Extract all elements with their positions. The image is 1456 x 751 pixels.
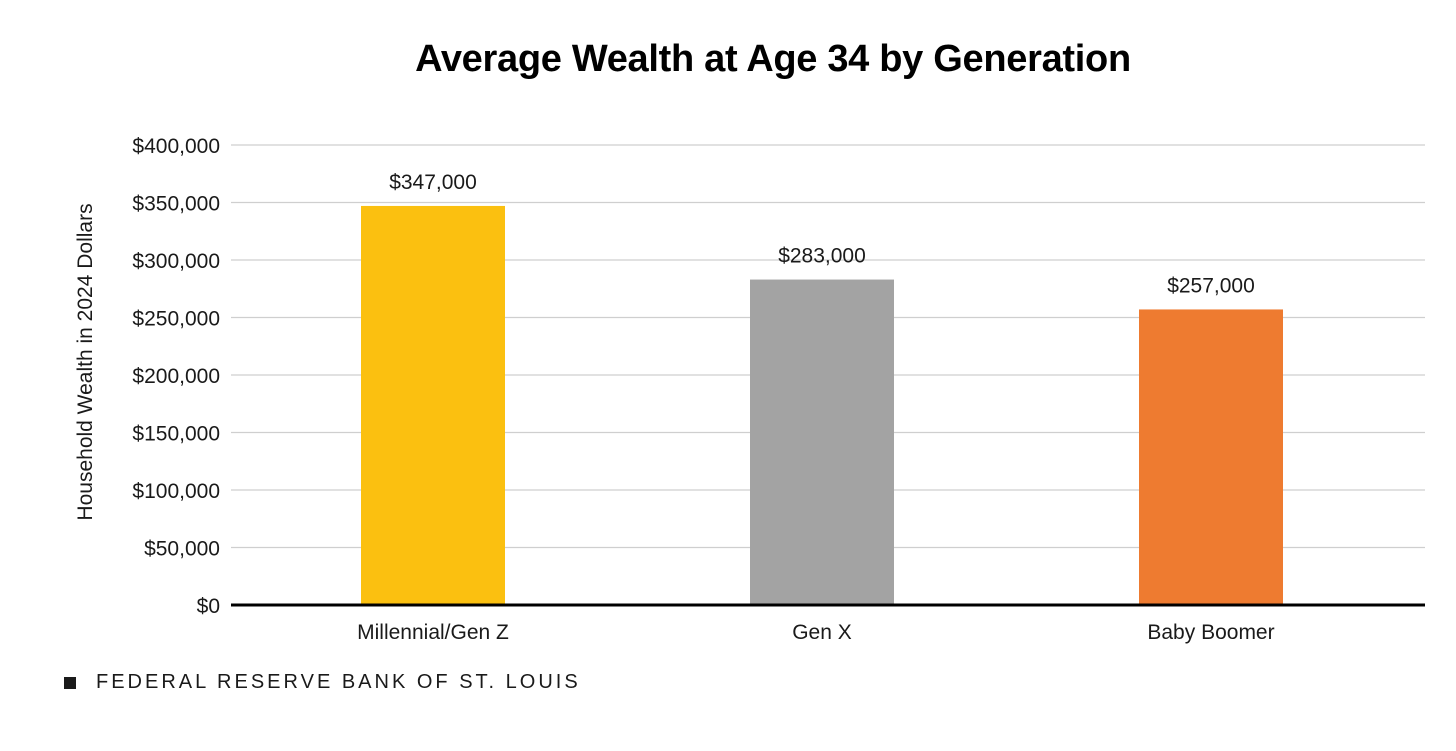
y-tick-label: $50,000 (144, 538, 220, 561)
y-tick-label: $250,000 (132, 308, 220, 331)
chart-title: Average Wealth at Age 34 by Generation (415, 38, 1131, 80)
y-tick-label: $350,000 (132, 193, 220, 216)
bar (750, 279, 894, 605)
data-labels: $347,000 $283,000 $257,000 (389, 171, 1255, 298)
x-tick-label: Millennial/Gen Z (357, 621, 509, 644)
x-axis-tick-labels: Millennial/Gen Z Gen X Baby Boomer (357, 621, 1274, 644)
y-axis-tick-labels: $0 $50,000 $100,000 $150,000 $200,000 $250,00… (132, 135, 220, 618)
bar-value-label: $283,000 (778, 245, 866, 268)
bar-value-label: $347,000 (389, 171, 477, 194)
source-square-icon (64, 676, 76, 689)
y-tick-label: $300,000 (132, 250, 220, 273)
bars (361, 205, 1283, 605)
y-tick-label: $400,000 (132, 135, 220, 158)
x-tick-label: Baby Boomer (1147, 621, 1274, 644)
y-tick-label: $150,000 (132, 423, 220, 446)
source-footer: FEDERAL RESERVE BANK OF ST. LOUIS (64, 671, 581, 694)
bar (361, 205, 505, 605)
bar (1139, 309, 1283, 605)
source-text: FEDERAL RESERVE BANK OF ST. LOUIS (96, 671, 581, 693)
y-tick-label: $0 (197, 595, 220, 618)
bar-value-label: $257,000 (1167, 274, 1255, 297)
y-tick-label: $200,000 (132, 365, 220, 388)
y-axis-title: Household Wealth in 2024 Dollars (74, 203, 97, 520)
y-tick-label: $100,000 (132, 480, 220, 503)
x-tick-label: Gen X (792, 621, 852, 644)
